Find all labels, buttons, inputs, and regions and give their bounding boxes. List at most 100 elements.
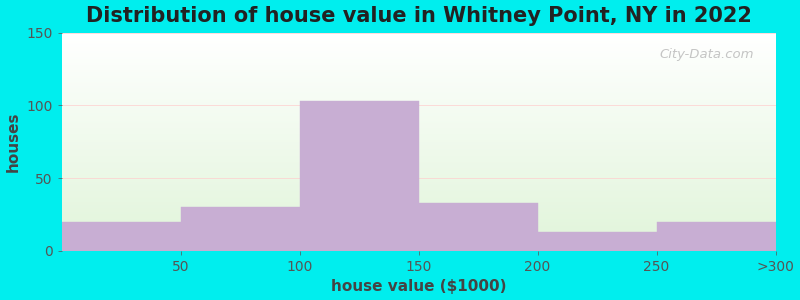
- Bar: [62, 53, 775, 54]
- Bar: [62, 141, 775, 142]
- Bar: [62, 130, 775, 131]
- Bar: [62, 122, 775, 123]
- Bar: [62, 47, 775, 48]
- Bar: [62, 63, 775, 64]
- Bar: [62, 138, 775, 139]
- Bar: [299, 101, 418, 251]
- Bar: [62, 215, 775, 216]
- Bar: [62, 54, 775, 55]
- Bar: [62, 216, 775, 217]
- Bar: [62, 247, 775, 248]
- Bar: [62, 76, 775, 77]
- Bar: [62, 210, 775, 211]
- Bar: [62, 35, 775, 36]
- Bar: [62, 187, 775, 188]
- Bar: [62, 208, 775, 209]
- Bar: [62, 70, 775, 71]
- Bar: [62, 81, 775, 82]
- Bar: [62, 155, 775, 156]
- Bar: [62, 246, 775, 247]
- X-axis label: house value ($1000): house value ($1000): [330, 279, 506, 294]
- Bar: [62, 86, 775, 87]
- Bar: [62, 56, 775, 57]
- Bar: [62, 134, 775, 135]
- Bar: [62, 181, 775, 182]
- Bar: [62, 154, 775, 155]
- Bar: [62, 102, 775, 103]
- Bar: [62, 149, 775, 150]
- Bar: [62, 74, 775, 75]
- Bar: [62, 225, 775, 226]
- Bar: [62, 49, 775, 50]
- Bar: [62, 85, 775, 86]
- Bar: [62, 204, 775, 205]
- Bar: [62, 164, 775, 165]
- Bar: [62, 238, 775, 239]
- Bar: [62, 179, 775, 180]
- Bar: [62, 127, 775, 128]
- Bar: [62, 201, 775, 202]
- Bar: [62, 199, 775, 200]
- Bar: [62, 191, 775, 192]
- Bar: [62, 222, 775, 223]
- Bar: [62, 77, 775, 78]
- Bar: [62, 45, 775, 46]
- Bar: [62, 158, 775, 159]
- Bar: [62, 113, 775, 114]
- Bar: [62, 241, 775, 242]
- Bar: [62, 135, 775, 136]
- Bar: [62, 192, 775, 193]
- Bar: [62, 64, 775, 65]
- Bar: [62, 33, 775, 34]
- Bar: [62, 171, 775, 172]
- Bar: [62, 207, 775, 208]
- Bar: [62, 231, 775, 232]
- Bar: [62, 110, 775, 111]
- Bar: [62, 60, 775, 61]
- Bar: [62, 38, 775, 39]
- Bar: [62, 152, 775, 153]
- Bar: [62, 175, 775, 176]
- Bar: [62, 79, 775, 80]
- Bar: [62, 156, 775, 157]
- Bar: [62, 189, 775, 190]
- Bar: [181, 207, 299, 251]
- Bar: [62, 160, 775, 161]
- Bar: [62, 112, 775, 113]
- Bar: [62, 169, 775, 170]
- Bar: [62, 188, 775, 189]
- Bar: [62, 213, 775, 214]
- Bar: [62, 212, 775, 213]
- Bar: [62, 144, 775, 145]
- Text: City-Data.com: City-Data.com: [659, 48, 754, 61]
- Bar: [62, 89, 775, 90]
- Bar: [62, 57, 775, 58]
- Bar: [62, 120, 775, 121]
- Bar: [62, 58, 775, 59]
- Bar: [62, 72, 775, 73]
- Bar: [62, 232, 775, 233]
- Bar: [62, 227, 775, 228]
- Bar: [62, 67, 775, 68]
- Bar: [62, 183, 775, 184]
- Bar: [62, 147, 775, 148]
- Bar: [62, 69, 775, 70]
- Bar: [62, 243, 775, 244]
- Bar: [62, 235, 775, 236]
- Bar: [62, 193, 775, 194]
- Title: Distribution of house value in Whitney Point, NY in 2022: Distribution of house value in Whitney P…: [86, 6, 751, 26]
- Bar: [62, 48, 775, 49]
- Bar: [62, 41, 775, 42]
- Bar: [62, 151, 775, 152]
- Bar: [62, 36, 775, 37]
- Bar: [62, 131, 775, 132]
- Bar: [62, 73, 775, 74]
- Bar: [62, 196, 775, 197]
- Bar: [62, 66, 775, 67]
- Bar: [62, 180, 775, 181]
- Bar: [62, 118, 775, 119]
- Bar: [62, 83, 775, 84]
- Bar: [62, 109, 775, 110]
- Bar: [62, 116, 775, 117]
- Bar: [62, 46, 775, 47]
